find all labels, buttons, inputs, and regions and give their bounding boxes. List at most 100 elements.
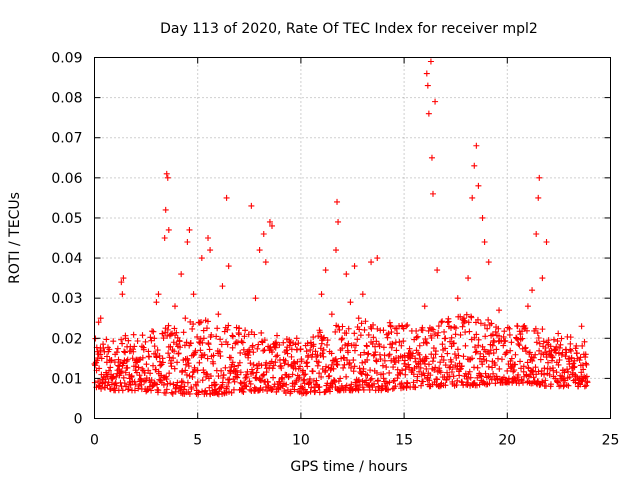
data-point [385, 386, 392, 393]
data-point [302, 390, 309, 397]
data-point [207, 247, 214, 254]
data-point [571, 363, 578, 370]
data-point [118, 279, 125, 286]
data-point [428, 154, 435, 161]
data-point [224, 326, 231, 333]
data-point [465, 275, 472, 282]
data-point [237, 369, 244, 376]
data-point [540, 338, 547, 345]
data-point [232, 340, 239, 347]
data-point [429, 358, 436, 365]
data-point [97, 351, 104, 358]
data-point [332, 247, 339, 254]
data-point [167, 343, 174, 350]
data-point [552, 349, 559, 356]
data-point [390, 364, 397, 371]
y-tick-label: 0.04 [51, 251, 82, 267]
data-point [526, 349, 533, 356]
data-point [506, 325, 513, 332]
data-point [524, 359, 531, 366]
data-point [466, 328, 473, 335]
data-point [459, 323, 466, 330]
data-point [171, 348, 178, 355]
data-point [210, 360, 217, 367]
data-point [303, 348, 310, 355]
x-tick-labels: 0 5 10 15 20 25 [90, 433, 619, 449]
data-point [189, 325, 196, 332]
data-point [428, 326, 435, 333]
data-point [357, 351, 364, 358]
data-point [163, 170, 170, 177]
data-point [273, 353, 280, 360]
data-point [184, 379, 191, 386]
data-point [374, 325, 381, 332]
data-point [448, 358, 455, 365]
data-point [229, 344, 236, 351]
data-point [355, 387, 362, 394]
data-point [326, 372, 333, 379]
data-point [320, 335, 327, 342]
data-point [238, 338, 245, 345]
data-point [416, 351, 423, 358]
data-point [271, 383, 278, 390]
data-point [451, 351, 458, 358]
data-point [373, 358, 380, 365]
data-point [334, 198, 341, 205]
data-point [363, 377, 370, 384]
data-point [252, 295, 259, 302]
data-point [183, 339, 190, 346]
data-point [310, 334, 317, 341]
data-point [567, 340, 574, 347]
data-point [263, 359, 270, 366]
data-point [174, 359, 181, 366]
data-point [437, 369, 444, 376]
data-point [496, 307, 503, 314]
data-point [423, 355, 430, 362]
data-point [244, 368, 251, 375]
data-point [389, 385, 396, 392]
data-point [572, 379, 579, 386]
data-point [325, 373, 332, 380]
data-point [219, 283, 226, 290]
data-point [239, 339, 246, 346]
data-point [397, 370, 404, 377]
data-point [305, 352, 312, 359]
data-point [364, 356, 371, 363]
data-point [554, 338, 561, 345]
data-point [403, 323, 410, 330]
data-point [163, 376, 170, 383]
data-point [197, 347, 204, 354]
data-point [104, 382, 111, 389]
data-point [529, 368, 536, 375]
data-point [286, 342, 293, 349]
data-point [164, 174, 171, 181]
data-point [111, 359, 118, 366]
data-point [459, 379, 466, 386]
data-point [229, 332, 236, 339]
data-point [535, 194, 542, 201]
data-point [303, 360, 310, 367]
data-point [400, 338, 407, 345]
data-point [410, 379, 417, 386]
data-points [91, 58, 591, 398]
data-point [359, 359, 366, 366]
data-point [533, 339, 540, 346]
data-point [186, 390, 193, 397]
data-point [336, 326, 343, 333]
data-point [425, 110, 432, 117]
data-point [131, 343, 138, 350]
data-point [233, 367, 240, 374]
data-point [279, 383, 286, 390]
data-point [318, 373, 325, 380]
data-point [541, 371, 548, 378]
data-point [250, 349, 257, 356]
data-point [428, 334, 435, 341]
data-point [442, 335, 449, 342]
data-point [181, 383, 188, 390]
data-point [477, 350, 484, 357]
data-point [314, 362, 321, 369]
data-point [532, 325, 539, 332]
data-point [508, 339, 515, 346]
data-point [120, 374, 127, 381]
data-point [119, 291, 126, 298]
